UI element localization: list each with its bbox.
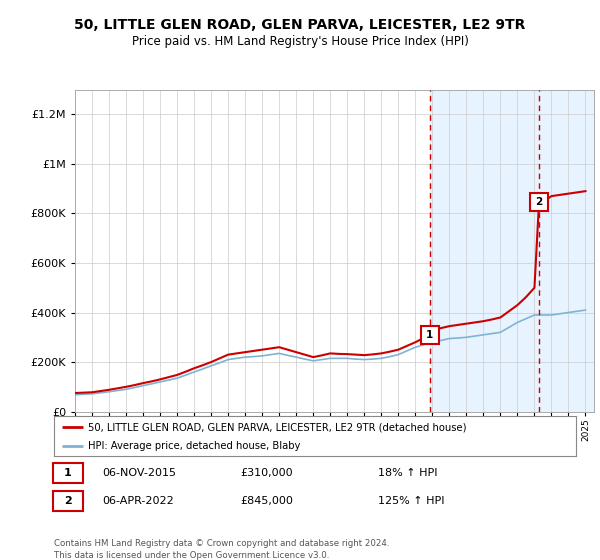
Bar [430, 90, 594, 412]
Text: Contains HM Land Registry data © Crown copyright and database right 2024.
This d: Contains HM Land Registry data © Crown c… [54, 539, 389, 559]
Text: 06-APR-2022: 06-APR-2022 [102, 496, 174, 506]
Text: 2: 2 [64, 496, 71, 506]
Text: 1: 1 [64, 468, 71, 478]
Text: 125% ↑ HPI: 125% ↑ HPI [378, 496, 445, 506]
Text: 18% ↑ HPI: 18% ↑ HPI [378, 468, 437, 478]
Text: 1: 1 [426, 330, 433, 340]
Text: 2: 2 [535, 197, 542, 207]
Text: HPI: Average price, detached house, Blaby: HPI: Average price, detached house, Blab… [88, 441, 301, 451]
Text: £310,000: £310,000 [240, 468, 293, 478]
Text: £845,000: £845,000 [240, 496, 293, 506]
Text: 06-NOV-2015: 06-NOV-2015 [102, 468, 176, 478]
Text: 50, LITTLE GLEN ROAD, GLEN PARVA, LEICESTER, LE2 9TR: 50, LITTLE GLEN ROAD, GLEN PARVA, LEICES… [74, 18, 526, 32]
Text: Price paid vs. HM Land Registry's House Price Index (HPI): Price paid vs. HM Land Registry's House … [131, 35, 469, 49]
Text: 50, LITTLE GLEN ROAD, GLEN PARVA, LEICESTER, LE2 9TR (detached house): 50, LITTLE GLEN ROAD, GLEN PARVA, LEICES… [88, 422, 466, 432]
